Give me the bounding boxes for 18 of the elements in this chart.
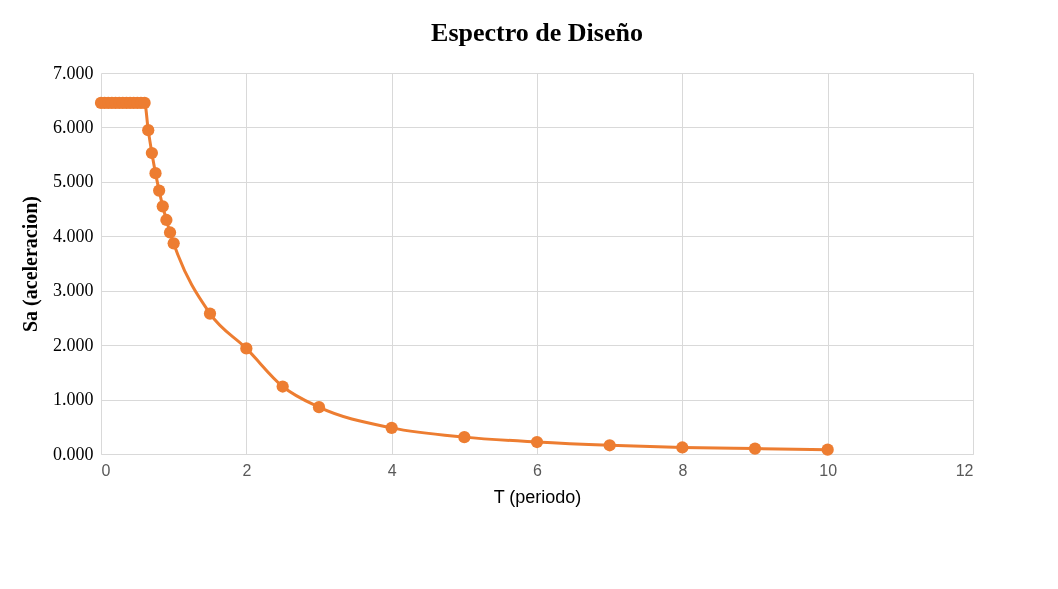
y-tick-label: 6.000	[53, 116, 94, 137]
y-tick-label: 5.000	[53, 171, 94, 192]
y-tick-label: 0.000	[53, 443, 94, 464]
x-tick-label: 4	[387, 461, 397, 479]
x-tick-label: 2	[242, 461, 252, 479]
x-tick-label: 0	[101, 461, 111, 479]
x-axis-title: T (periodo)	[493, 486, 582, 507]
y-tick-label: 3.000	[53, 280, 94, 301]
y-tick-label: 7.000	[53, 62, 94, 83]
y-tick-label: 4.000	[53, 225, 94, 246]
x-tick-label: 12	[955, 461, 974, 479]
x-tick-label: 8	[678, 461, 688, 479]
chart-title: Espectro de Diseño	[431, 18, 643, 47]
y-tick-label: 2.000	[53, 334, 94, 355]
y-tick-label: 1.000	[53, 389, 94, 410]
x-tick-label: 10	[819, 461, 838, 479]
y-axis-title: Sa (aceleracion)	[19, 195, 42, 333]
x-tick-label: 6	[533, 461, 543, 479]
